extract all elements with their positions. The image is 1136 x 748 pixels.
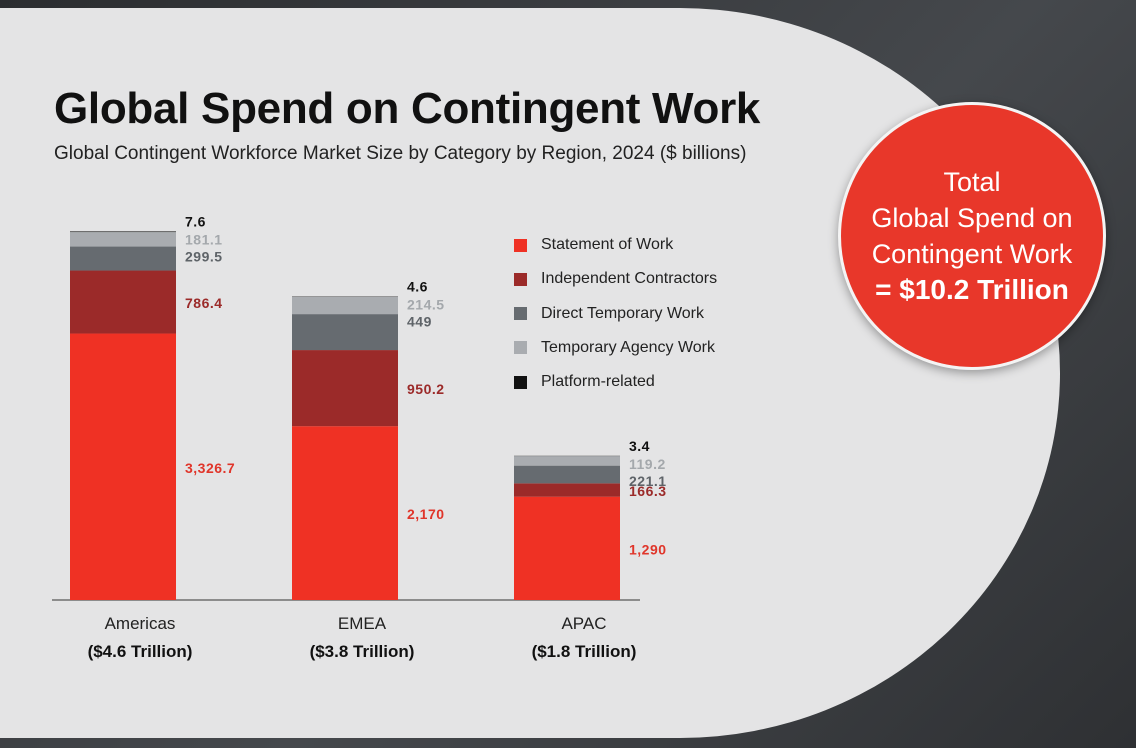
value-label-apac-direct-temporary-work: 221.1: [629, 473, 667, 489]
bar-emea-direct-temporary-work: [292, 314, 398, 351]
value-label-emea-direct-temporary-work: 449: [407, 314, 432, 330]
bar-apac-temporary-agency-work: [514, 456, 620, 466]
legend-label: Direct Temporary Work: [541, 304, 704, 322]
category-label-emea: EMEA: [338, 614, 387, 633]
total-value: = $10.2 Trillion: [875, 274, 1069, 305]
bar-americas-independent-contractors: [70, 270, 176, 334]
value-label-americas-direct-temporary-work: 299.5: [185, 248, 223, 264]
bar-americas-direct-temporary-work: [70, 246, 176, 271]
legend-swatch: [514, 272, 527, 286]
value-label-emea-statement-of-work: 2,170: [407, 506, 445, 522]
legend-label: Independent Contractors: [541, 270, 718, 288]
legend-item-independent-contractors: Independent Contractors: [514, 268, 717, 290]
total-line-3: Contingent Work: [871, 239, 1073, 269]
category-total-emea: ($3.8 Trillion): [310, 642, 415, 661]
bar-emea-statement-of-work: [292, 426, 398, 600]
bar-emea-independent-contractors: [292, 350, 398, 427]
legend-swatch: [514, 238, 527, 252]
total-line-1: Total: [943, 167, 1001, 197]
value-label-americas-independent-contractors: 786.4: [185, 295, 223, 311]
category-total-apac: ($1.8 Trillion): [532, 642, 637, 661]
legend-item-direct-temporary-work: Direct Temporary Work: [514, 303, 717, 325]
value-label-americas-temporary-agency-work: 181.1: [185, 231, 223, 247]
category-total-americas: ($4.6 Trillion): [88, 642, 193, 661]
value-label-apac-platform-related: 3.4: [629, 438, 650, 454]
legend-swatch: [514, 307, 527, 321]
chart-title: Global Spend on Contingent Work: [54, 84, 761, 133]
value-label-apac-statement-of-work: 1,290: [629, 541, 667, 557]
value-label-emea-platform-related: 4.6: [407, 279, 428, 295]
bar-apac-statement-of-work: [514, 496, 620, 600]
legend-label: Statement of Work: [541, 236, 674, 253]
legend-swatch: [514, 375, 527, 389]
chart-subtitle: Global Contingent Workforce Market Size …: [54, 143, 747, 164]
chart-panel: [0, 8, 1060, 738]
value-label-americas-platform-related: 7.6: [185, 213, 206, 229]
legend-item-platform-related: Platform-related: [514, 371, 717, 393]
bar-emea-temporary-agency-work: [292, 296, 398, 315]
bar-americas-statement-of-work: [70, 333, 176, 600]
value-label-apac-independent-contractors: 166.3: [629, 483, 667, 499]
value-label-emea-independent-contractors: 950.2: [407, 381, 445, 397]
chart-legend: Statement of Work Independent Contractors…: [514, 234, 717, 405]
bar-apac-independent-contractors: [514, 483, 620, 497]
bar-apac-direct-temporary-work: [514, 465, 620, 484]
bar-americas-temporary-agency-work: [70, 232, 176, 247]
value-label-americas-statement-of-work: 3,326.7: [185, 460, 235, 476]
legend-label: Temporary Agency Work: [541, 338, 715, 356]
category-label-apac: APAC: [561, 614, 606, 633]
legend-item-temporary-agency-work: Temporary Agency Work: [514, 337, 717, 359]
legend-swatch: [514, 341, 527, 355]
total-spend-badge: Total Global Spend on Contingent Work = …: [838, 102, 1106, 370]
value-label-emea-temporary-agency-work: 214.5: [407, 297, 445, 313]
bar-americas-platform-related: [70, 231, 176, 233]
legend-label: Platform-related: [541, 373, 655, 391]
value-label-apac-temporary-agency-work: 119.2: [629, 456, 666, 472]
legend-item-statement-of-work: Statement of Work: [514, 234, 717, 256]
category-label-americas: Americas: [105, 614, 176, 633]
total-line-2: Global Spend on: [871, 203, 1073, 233]
